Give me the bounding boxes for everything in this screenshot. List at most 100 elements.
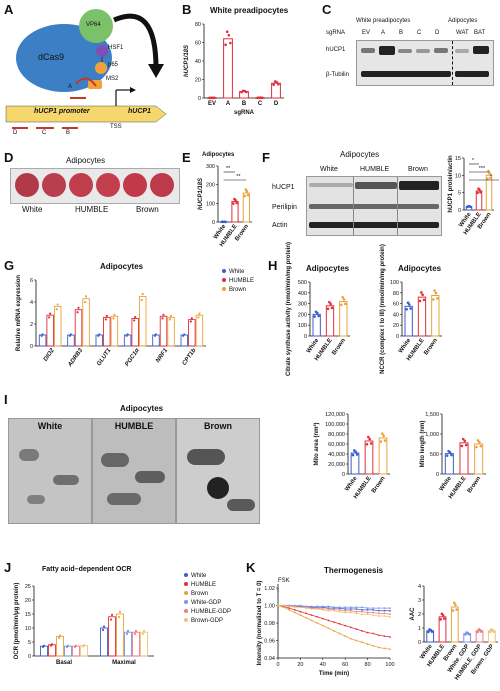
panel-label-k: K (246, 560, 256, 575)
data-point (366, 611, 369, 614)
data-point (299, 614, 302, 617)
data-point (327, 627, 330, 630)
y-tick-label: 0 (28, 654, 31, 660)
panel-h-title-right: Adipocytes (398, 264, 442, 273)
y-axis-label: hUCP1 protein/actin (448, 155, 454, 213)
panel-d-title: Adipocytes (66, 156, 106, 165)
data-point (101, 628, 105, 632)
data-point (448, 451, 452, 454)
bar (124, 631, 132, 657)
panel-g-title: Adipocytes (100, 262, 144, 271)
data-point (305, 612, 307, 615)
blot-c-lane-label: BAT (474, 30, 486, 36)
data-point (317, 314, 320, 318)
bar (459, 442, 469, 475)
data-point (367, 435, 370, 439)
data-point (104, 318, 107, 321)
data-point (57, 636, 61, 639)
y-tick-label: 3 (418, 598, 421, 604)
data-point (316, 605, 319, 608)
panel-label-h: H (268, 258, 278, 273)
y-tick-label: 0 (212, 220, 215, 226)
label-hsf1: HSF1 (108, 45, 124, 51)
legend-label: HUMBLE (191, 582, 217, 588)
data-point (464, 443, 468, 447)
panel-label-b: B (182, 2, 192, 17)
data-point (372, 608, 375, 611)
x-tick-label: 40 (320, 662, 326, 668)
data-point (454, 603, 457, 607)
data-point (340, 303, 343, 307)
data-point (420, 291, 423, 294)
data-point (321, 605, 324, 608)
data-point (382, 434, 385, 438)
data-point (475, 445, 478, 449)
x-tick-label: EV (208, 101, 216, 107)
data-point (377, 615, 380, 617)
data-point (479, 191, 482, 194)
legend-swatch (222, 269, 226, 273)
data-point (110, 613, 114, 616)
data-point (235, 201, 238, 205)
y-tick-label: 20 (393, 323, 399, 329)
promoter-arrow (5, 105, 167, 123)
data-point (327, 609, 330, 612)
y-tick-label: 40,000 (328, 452, 345, 458)
label-tss: TSS (110, 124, 122, 130)
data-point (299, 610, 302, 613)
bar (474, 443, 484, 475)
data-point (486, 177, 489, 181)
data-point (383, 635, 386, 638)
bar (74, 309, 83, 347)
legend-item: White (184, 572, 231, 581)
data-point (389, 615, 391, 618)
legend-item: Brown (184, 590, 231, 599)
data-point (246, 193, 250, 197)
data-point (368, 437, 371, 441)
y-tick-label: 1.00 (264, 604, 275, 610)
label-p65: p65 (108, 62, 119, 68)
data-point (409, 307, 412, 310)
data-point (381, 432, 384, 435)
data-point (439, 618, 442, 621)
y-tick-label: 0 (436, 472, 439, 478)
data-point (277, 604, 279, 607)
blot-c-row1: hUCP1 (326, 47, 346, 53)
data-point (84, 295, 88, 298)
y-tick-label: 100 (298, 323, 307, 329)
data-point (41, 645, 45, 648)
blot-f-image (306, 176, 442, 236)
data-point (338, 622, 341, 625)
y-tick-label: 4 (418, 584, 421, 590)
y-tick-label: 0 (304, 334, 307, 340)
bar (38, 334, 47, 347)
bar (56, 635, 64, 657)
panel-f-title: Adipocytes (340, 150, 380, 159)
y-tick-label: 10 (25, 626, 31, 632)
bar (350, 452, 360, 475)
data-point (422, 298, 426, 302)
data-point (479, 444, 483, 448)
legend-label: HUMBLE-GDP (191, 609, 232, 615)
data-point (421, 293, 424, 297)
y-tick-label: 400 (298, 291, 307, 297)
data-point (372, 644, 375, 647)
em-label-brown: Brown (204, 421, 232, 431)
bar (40, 645, 48, 657)
data-point (344, 609, 347, 612)
data-point (329, 302, 332, 306)
y-tick-label: 5 (458, 191, 461, 197)
data-point (97, 334, 100, 337)
oil-red-wells (10, 168, 180, 204)
data-point (261, 96, 264, 100)
data-point (452, 601, 456, 605)
data-point (408, 303, 411, 306)
y-tick-label: 5 (28, 640, 31, 646)
legend-item: White (222, 268, 254, 277)
panel-k-fsk: FSK (278, 578, 290, 584)
bar (485, 174, 493, 211)
x-tick-label: Brown (371, 475, 387, 494)
data-point (361, 608, 363, 611)
